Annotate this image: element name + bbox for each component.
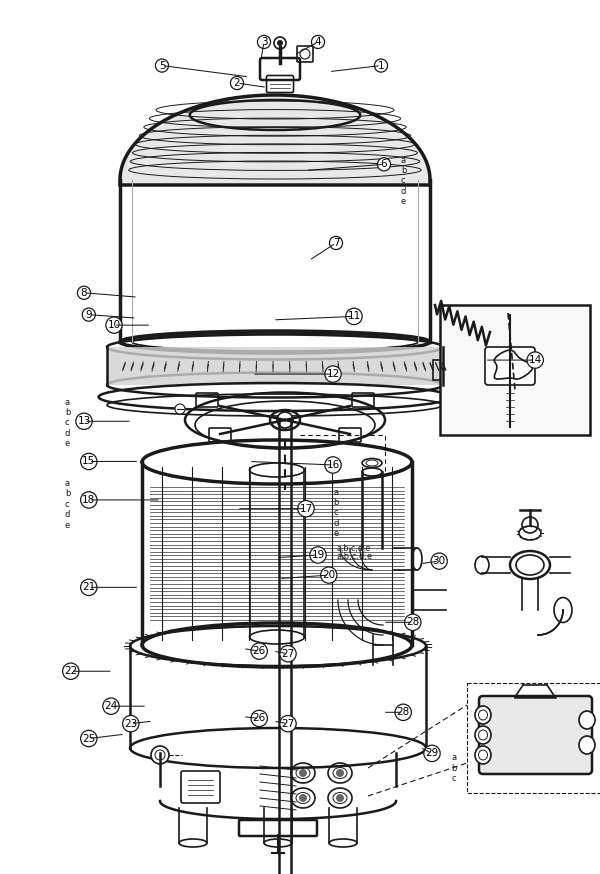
Ellipse shape (475, 706, 491, 724)
Text: 3: 3 (260, 37, 268, 47)
Text: 10: 10 (107, 320, 121, 330)
FancyBboxPatch shape (479, 696, 592, 774)
Circle shape (522, 517, 538, 533)
Text: 5: 5 (158, 60, 166, 71)
Text: 25: 25 (82, 733, 95, 744)
Text: a
b
c
d
e: a b c d e (65, 398, 70, 448)
Text: 18: 18 (82, 495, 95, 505)
Text: a
b
c: a b c (451, 753, 457, 783)
Text: 22: 22 (64, 666, 77, 676)
FancyBboxPatch shape (485, 347, 535, 385)
Text: 9: 9 (85, 309, 92, 320)
Text: a,b,c,d,e: a,b,c,d,e (336, 545, 370, 553)
Text: 17: 17 (299, 503, 313, 514)
Text: 30: 30 (433, 556, 446, 566)
Circle shape (277, 40, 283, 46)
Text: a
b
c
d
e: a b c d e (333, 488, 338, 538)
Circle shape (336, 794, 344, 802)
Text: 15: 15 (82, 456, 95, 467)
Circle shape (175, 404, 185, 414)
Text: 14: 14 (529, 355, 542, 365)
Text: 23: 23 (124, 718, 137, 729)
Text: a
b
c
d
e: a b c d e (65, 479, 70, 530)
Polygon shape (107, 347, 443, 385)
Text: 21: 21 (82, 582, 95, 593)
Text: 6: 6 (380, 159, 388, 170)
Text: 2: 2 (233, 78, 241, 88)
Circle shape (151, 746, 169, 764)
Text: 26: 26 (253, 713, 266, 724)
Text: 4: 4 (314, 37, 322, 47)
Polygon shape (120, 95, 430, 185)
Text: 28: 28 (397, 707, 410, 718)
Text: 7: 7 (332, 238, 340, 248)
Text: a,b,c,d,e: a,b,c,d,e (336, 552, 372, 561)
Circle shape (299, 769, 307, 777)
Ellipse shape (579, 736, 595, 754)
Text: 13: 13 (77, 416, 91, 427)
Text: 26: 26 (253, 646, 266, 656)
Text: 27: 27 (281, 718, 295, 729)
Ellipse shape (475, 746, 491, 764)
Text: 28: 28 (406, 617, 419, 628)
Text: 29: 29 (425, 748, 439, 759)
Text: 27: 27 (281, 649, 295, 659)
Text: 20: 20 (322, 570, 335, 580)
Circle shape (299, 794, 307, 802)
Ellipse shape (475, 726, 491, 744)
Text: 24: 24 (104, 701, 118, 711)
Circle shape (277, 412, 293, 428)
Text: 11: 11 (347, 311, 361, 322)
Text: 16: 16 (326, 460, 340, 470)
Polygon shape (494, 350, 533, 379)
Text: a
b
c
d
e: a b c d e (401, 156, 406, 206)
Text: 1: 1 (377, 60, 385, 71)
Ellipse shape (579, 711, 595, 729)
Text: 8: 8 (80, 288, 88, 298)
Bar (433, 360, 455, 380)
Text: 19: 19 (311, 550, 325, 560)
Bar (467, 683, 600, 793)
Circle shape (336, 769, 344, 777)
Text: 12: 12 (326, 369, 340, 379)
Bar (440, 305, 590, 435)
